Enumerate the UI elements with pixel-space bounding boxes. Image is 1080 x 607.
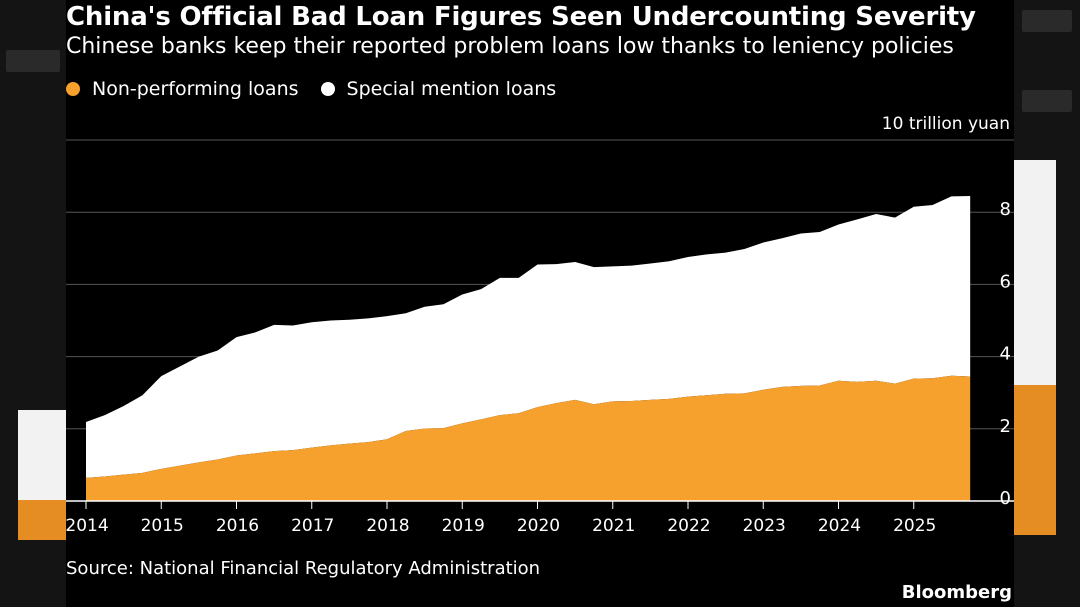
background-blur-area — [1014, 160, 1056, 385]
area-non-performing-loans — [86, 375, 971, 501]
background-left-panel — [0, 0, 66, 607]
legend-swatch-sml — [320, 82, 335, 96]
legend-item-sml: Special mention loans — [320, 78, 557, 100]
x-tick-label: 2023 — [743, 516, 786, 536]
x-tick-label: 2014 — [66, 516, 109, 536]
legend-label-sml: Special mention loans — [346, 78, 557, 100]
chart-subtitle: Chinese banks keep their reported proble… — [66, 34, 954, 59]
brand-logo: Bloomberg — [901, 582, 1012, 603]
legend-label-npl: Non-performing loans — [92, 78, 299, 100]
y-tick-label: 0 — [1000, 488, 1011, 509]
x-tick-label: 2016 — [216, 516, 259, 536]
x-tick-label: 2022 — [667, 516, 710, 536]
chart-card: China's Official Bad Loan Figures Seen U… — [66, 0, 1014, 607]
background-right-panel — [1014, 0, 1080, 607]
background-blur-text — [1022, 90, 1072, 112]
x-tick-label: 2021 — [592, 516, 635, 536]
y-tick-label: 2 — [1000, 416, 1011, 437]
background-blur-area — [18, 410, 66, 500]
chart-title: China's Official Bad Loan Figures Seen U… — [66, 2, 976, 32]
x-tick-label: 2015 — [141, 516, 184, 536]
y-tick-label: 4 — [1000, 344, 1011, 365]
area-special-mention-loans — [86, 195, 971, 478]
x-tick-label: 2017 — [291, 516, 334, 536]
x-tick-label: 2020 — [517, 516, 560, 536]
y-tick-label: 6 — [1000, 271, 1011, 292]
background-blur-text — [6, 50, 60, 72]
chart-plot-area: 0 2 4 6 8 2014 2015 2016 2017 2018 2019 2020 2021 202… — [66, 139, 1014, 536]
background-blur-area — [18, 500, 66, 540]
x-tick-label: 2019 — [442, 516, 485, 536]
source-note: Source: National Financial Regulatory Ad… — [66, 558, 541, 579]
y-tick-label: 8 — [1000, 199, 1011, 220]
legend-item-npl: Non-performing loans — [66, 78, 299, 100]
x-tick-label: 2024 — [818, 516, 861, 536]
x-tick-label: 2018 — [366, 516, 409, 536]
y-axis-unit-label: 10 trillion yuan — [881, 114, 1010, 134]
x-tick-label: 2025 — [893, 516, 936, 536]
background-blur-text — [1022, 10, 1072, 32]
chart-legend: Non-performing loans Special mention loa… — [66, 78, 578, 100]
background-blur-area — [1014, 385, 1056, 535]
legend-swatch-npl — [66, 82, 80, 96]
